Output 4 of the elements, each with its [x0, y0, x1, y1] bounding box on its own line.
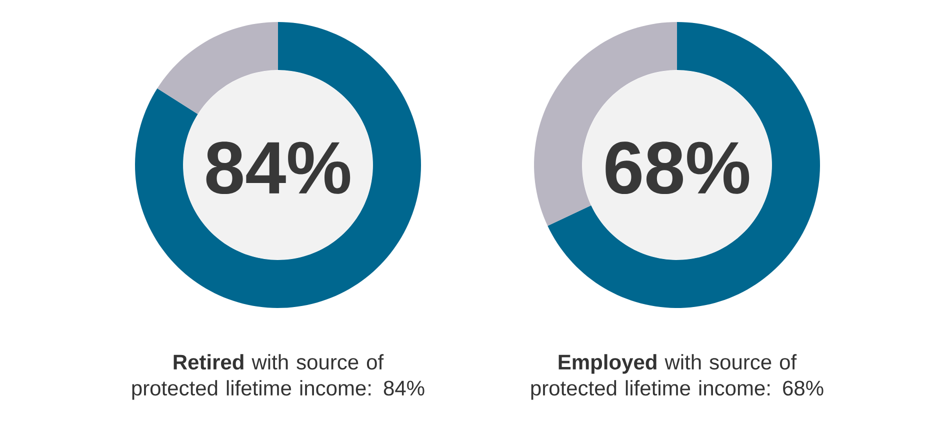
text: 84% [206, 142, 350, 194]
text: 68% [606, 142, 750, 194]
text: Employed with source of protected lifetime income: 68% [531, 354, 824, 400]
text: Retired with source of protected lifetime income: 84% [132, 354, 424, 400]
